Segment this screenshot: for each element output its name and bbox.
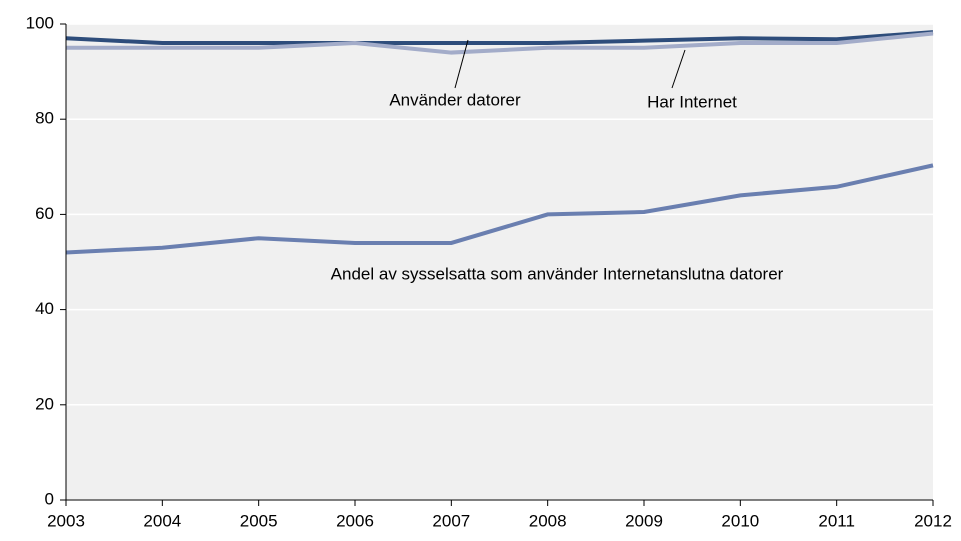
series-line — [66, 31, 934, 55]
x-tick-label: 2005 — [240, 511, 278, 530]
leader-line — [454, 39, 469, 89]
x-tick-label: 2010 — [721, 511, 759, 530]
series-line — [65, 163, 934, 255]
y-tick-label: 100 — [26, 13, 54, 32]
leader-line — [671, 49, 686, 89]
series-line — [65, 30, 934, 46]
x-tick-label: 2003 — [47, 511, 85, 530]
x-tick-label: 2012 — [914, 511, 952, 530]
y-tick-label: 40 — [35, 299, 54, 318]
x-tick-label: 2008 — [529, 511, 567, 530]
lines — [65, 30, 934, 255]
y-tick-label: 0 — [45, 489, 54, 508]
x-tick-label: 2011 — [818, 511, 855, 530]
series-label: Har Internet — [647, 92, 737, 111]
y-tick-label: 60 — [35, 204, 54, 223]
plot-area — [66, 24, 933, 500]
series-label: Andel av sysselsatta som använder Intern… — [331, 264, 784, 283]
y-tick-label: 20 — [35, 394, 54, 413]
x-tick-label: 2006 — [336, 511, 374, 530]
x-tick-label: 2004 — [143, 511, 181, 530]
series-label: Använder datorer — [389, 90, 521, 109]
y-tick-label: 80 — [35, 109, 54, 128]
x-tick-label: 2007 — [432, 511, 470, 530]
x-tick-label: 2009 — [625, 511, 663, 530]
